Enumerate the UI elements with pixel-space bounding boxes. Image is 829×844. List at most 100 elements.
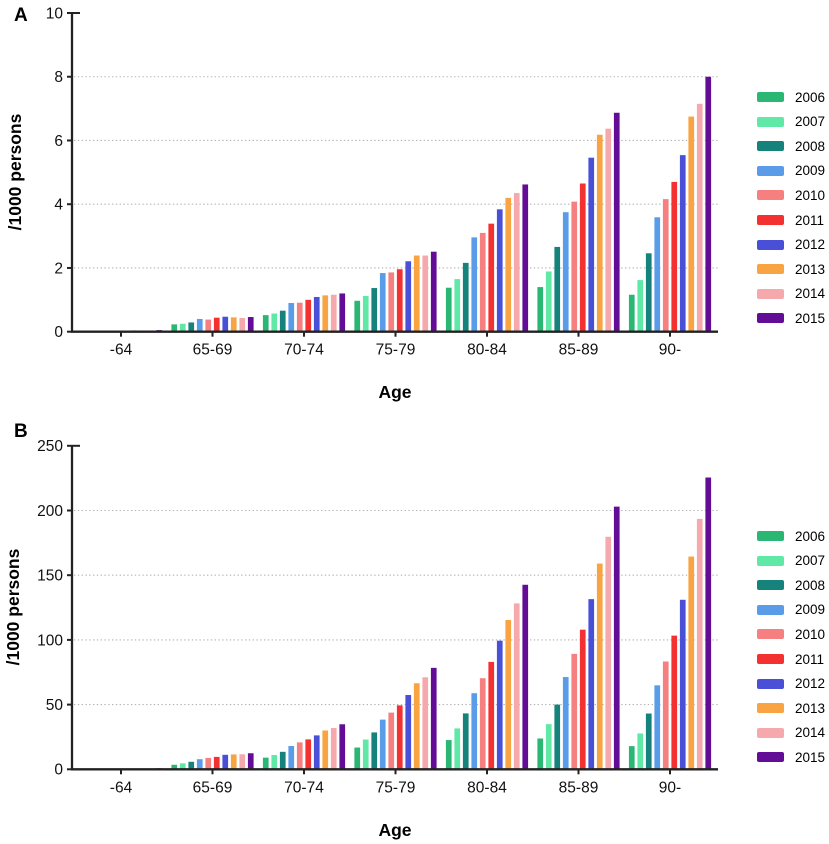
legend-item: 2011 <box>757 208 825 233</box>
legend-item: 2013 <box>757 696 825 721</box>
bar-2009-90- <box>654 217 661 332</box>
bar-2013-65-69 <box>230 754 237 770</box>
panel-b-chart: 0 50 100 150 200 250 -64 65-69 70-74 75-79 80-84 85… <box>37 438 718 796</box>
bar-2008-70-74 <box>279 310 286 332</box>
x-tick-label: 90- <box>659 342 681 359</box>
x-tick-label: -64 <box>110 342 133 359</box>
legend-label: 2012 <box>795 237 826 253</box>
legend-label: 2013 <box>795 700 826 716</box>
bar-2011-80-84 <box>488 223 495 332</box>
legend-item: 2014 <box>757 281 825 306</box>
bar-2007-70-74 <box>271 755 278 770</box>
legend-item: 2011 <box>757 647 825 672</box>
bar-2010-90- <box>662 199 669 332</box>
bar-2006-90- <box>628 746 635 770</box>
bar-2006-90- <box>628 294 635 332</box>
legend-label: 2009 <box>795 163 826 179</box>
bar-2008-85-89 <box>554 246 561 332</box>
bar-2014-65-69 <box>239 754 246 770</box>
bar-2014-80-84 <box>513 603 520 770</box>
legend-item: 2010 <box>757 183 825 208</box>
legend-swatch-2015 <box>757 313 784 324</box>
x-tick-label: 80-84 <box>467 779 507 796</box>
bar-2011-75-79 <box>396 269 403 332</box>
bar-2006-80-84 <box>445 740 452 770</box>
bar-2012-75-79 <box>405 261 412 332</box>
legend-label: 2015 <box>795 749 826 765</box>
panel-a-chart: 0 2 4 6 8 10 -64 65-69 70-74 75-79 80-84 85-89 90- <box>46 5 718 359</box>
bar-2011-90- <box>671 181 678 332</box>
bar-2007-65-69 <box>179 763 186 770</box>
bar-2010-85-89 <box>571 201 578 332</box>
bar-2011-85-89 <box>579 183 586 332</box>
bar-2006-70-74 <box>262 757 269 770</box>
bar-2007-80-84 <box>454 728 461 770</box>
legend-label: 2010 <box>795 187 826 203</box>
bar-2010-90- <box>662 661 669 770</box>
bar-2012-90- <box>679 155 686 332</box>
y-tick-label: 200 <box>37 503 63 520</box>
y-tick-label: 8 <box>54 69 63 86</box>
bar-2014-80-84 <box>513 193 520 332</box>
bar-2011-90- <box>671 635 678 770</box>
bar-2009-70-74 <box>288 746 295 770</box>
bar-2015-75-79 <box>430 251 437 332</box>
legend-swatch-2007 <box>757 555 784 566</box>
x-tick-label: 65-69 <box>193 779 233 796</box>
bar-2015-80-84 <box>522 184 529 332</box>
x-tick-label: 90- <box>659 779 681 796</box>
y-tick-label: 4 <box>54 197 63 214</box>
bar-2013-90- <box>688 116 695 332</box>
bar-2009-85-89 <box>562 677 569 770</box>
bar-2015-85-89 <box>613 506 620 770</box>
legend-label: 2014 <box>795 725 826 741</box>
legend-label: 2008 <box>795 138 826 154</box>
bar-2008-65-69 <box>188 322 195 332</box>
bar-2007-80-84 <box>454 279 461 332</box>
bar-2015-90- <box>705 477 712 770</box>
bar-2011-70-74 <box>305 739 312 770</box>
bar-2006-70-74 <box>262 315 269 332</box>
y-tick-label: 100 <box>37 632 63 649</box>
legend-swatch-2015 <box>757 752 784 763</box>
bar-2013-65-69 <box>230 317 237 332</box>
bar-2010-75-79 <box>388 272 395 332</box>
bar-2008-80-84 <box>462 713 469 770</box>
legend-swatch-2011 <box>757 654 784 664</box>
bar-2012-80-84 <box>496 640 503 770</box>
bar-2008-85-89 <box>554 704 561 770</box>
bar-2010-70-74 <box>296 742 303 770</box>
x-tick-label: 85-89 <box>559 342 599 359</box>
x-tick-label: 70-74 <box>284 779 324 796</box>
bar-2007-70-74 <box>271 313 278 332</box>
bar-2014-70-74 <box>330 294 337 332</box>
bar-2007-75-79 <box>362 296 369 332</box>
panel-b-legend: 2006 2007 2008 2009 2010 2011 2012 2013 2014 2015 <box>757 524 825 769</box>
bar-2007-90- <box>637 733 644 770</box>
bar-2011-75-79 <box>396 705 403 770</box>
y-tick-label: 10 <box>46 5 64 22</box>
legend-label: 2011 <box>795 212 825 228</box>
bar-2014-90- <box>696 103 703 332</box>
legend-swatch-2007 <box>757 116 784 127</box>
bar-2012-85-89 <box>588 599 595 770</box>
bar-2013-80-84 <box>505 197 512 332</box>
bar-2014-75-79 <box>422 255 429 332</box>
bar-2014-85-89 <box>605 536 612 770</box>
legend-item: 2013 <box>757 257 825 282</box>
legend-swatch-2013 <box>757 264 784 275</box>
legend-label: 2006 <box>795 528 826 544</box>
bar-2010-80-84 <box>479 678 486 770</box>
legend-item: 2007 <box>757 110 825 135</box>
bar-2008-80-84 <box>462 262 469 332</box>
legend-label: 2014 <box>795 286 826 302</box>
legend-item: 2010 <box>757 622 825 647</box>
bar-2006-65-69 <box>171 324 178 332</box>
legend-swatch-2006 <box>757 531 784 542</box>
x-tick-label: 65-69 <box>193 342 233 359</box>
bar-2008-75-79 <box>371 288 378 332</box>
bar-2012-75-79 <box>405 695 412 770</box>
x-tick-label: 80-84 <box>467 342 507 359</box>
y-tick-label: 6 <box>54 133 63 150</box>
bar-2009-65-69 <box>196 759 203 770</box>
